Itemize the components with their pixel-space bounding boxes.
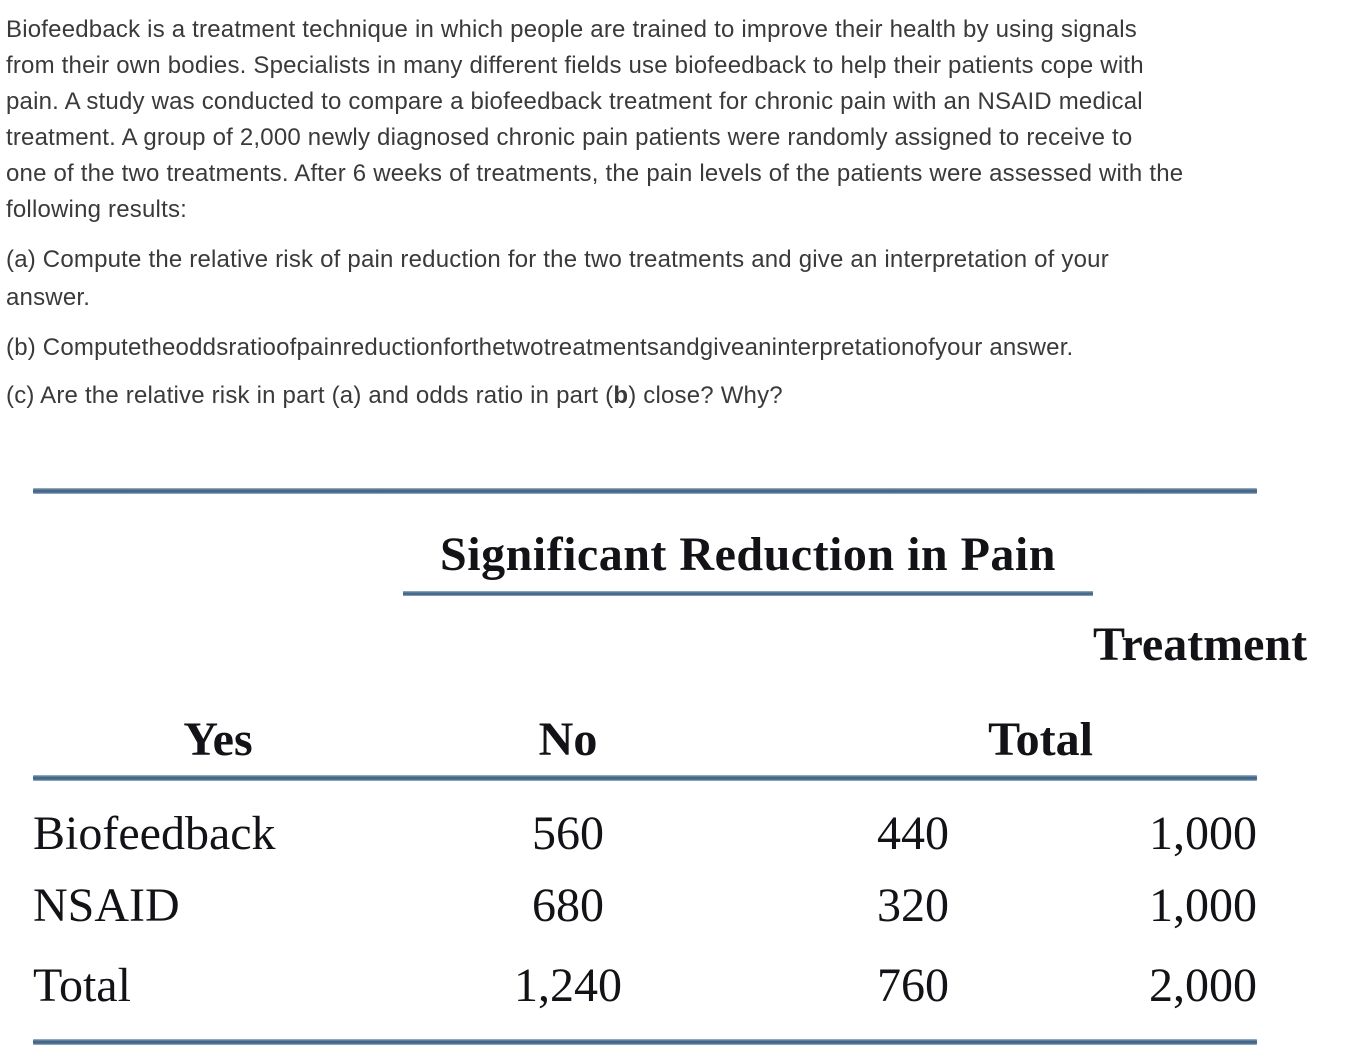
question-c: (c) Are the relative risk in part (a) an… bbox=[6, 377, 1370, 415]
table-top-rule bbox=[33, 488, 1257, 494]
paragraph-line: one of the two treatments. After 6 weeks… bbox=[6, 160, 1184, 187]
paragraph-line: following results: bbox=[6, 196, 188, 223]
question-a-line1: (a) Compute the relative risk of pain re… bbox=[6, 246, 1109, 273]
question-b: (b) Computetheoddsratioofpainreductionfo… bbox=[6, 334, 1074, 361]
cell-treatment: NSAID bbox=[33, 879, 180, 932]
paragraph-line: Biofeedback is a treatment technique in … bbox=[6, 16, 1137, 43]
table-spanner-header: Significant Reduction in Pain bbox=[440, 528, 1056, 581]
column-header-yes: Yes bbox=[183, 713, 253, 766]
cell-yes: 680 bbox=[532, 879, 604, 932]
question-c-pre: (c) Are the relative risk in part (a) an… bbox=[6, 382, 614, 409]
table-bottom-rule bbox=[33, 1039, 1257, 1045]
table-header-rule bbox=[33, 775, 1257, 781]
column-header-total: Total bbox=[988, 713, 1093, 766]
cell-no: 440 bbox=[877, 807, 949, 860]
cell-treatment: Total bbox=[33, 959, 131, 1012]
cell-total: 1,000 bbox=[1149, 879, 1257, 932]
question-a: (a) Compute the relative risk of pain re… bbox=[6, 241, 1370, 317]
column-header-treatment: Treatment bbox=[1093, 618, 1308, 671]
question-c-bold-ref: b bbox=[613, 382, 629, 409]
cell-treatment: Biofeedback bbox=[33, 807, 276, 860]
spanner-underline-rule bbox=[403, 591, 1093, 596]
paragraph-line: from their own bodies. Specialists in ma… bbox=[6, 52, 1144, 79]
contingency-table: Significant Reduction in Pain Treatment … bbox=[33, 488, 1308, 1045]
cell-no: 760 bbox=[877, 959, 949, 1012]
cell-yes: 1,240 bbox=[514, 959, 622, 1012]
question-a-line2: answer. bbox=[6, 284, 91, 311]
question-c-post: ) close? Why? bbox=[628, 382, 783, 409]
cell-yes: 560 bbox=[532, 807, 604, 860]
paragraph-line: treatment. A group of 2,000 newly diagno… bbox=[6, 124, 1133, 151]
cell-total: 2,000 bbox=[1149, 959, 1257, 1012]
problem-statement: Biofeedback is a treatment technique in … bbox=[0, 0, 1370, 415]
paragraph-line: pain. A study was conducted to compare a… bbox=[6, 88, 1143, 115]
column-header-no: No bbox=[538, 713, 598, 766]
cell-total: 1,000 bbox=[1149, 807, 1257, 860]
cell-no: 320 bbox=[877, 879, 949, 932]
